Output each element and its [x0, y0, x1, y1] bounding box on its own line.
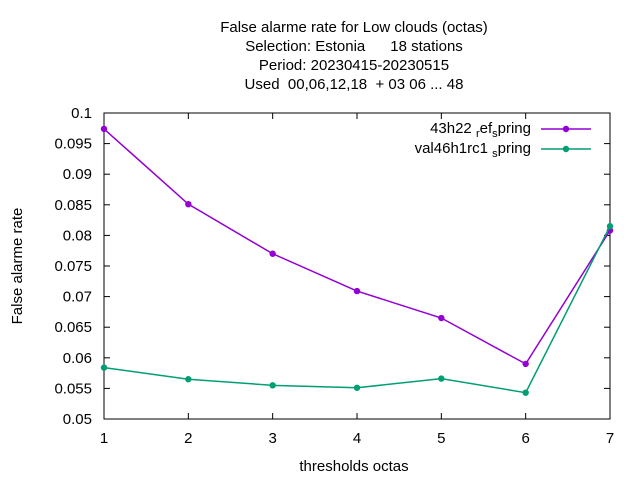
legend-label-part: pring: [498, 140, 531, 157]
data-point: [269, 250, 276, 257]
legend-label-part: ef: [480, 120, 493, 137]
y-tick-label: 0.095: [54, 136, 92, 153]
legend-label-part: pring: [498, 120, 531, 137]
title-line-3: Period: 20230415-20230515: [259, 57, 449, 74]
y-tick-label: 0.08: [63, 227, 92, 244]
data-point: [606, 223, 614, 230]
series-1: [100, 125, 614, 368]
y-tick-label: 0.085: [54, 197, 92, 214]
chart-title: False alarme rate for Low clouds (octas)…: [220, 19, 488, 93]
legend-label-series-1: 43h22 refspring: [430, 120, 531, 140]
series-2: [100, 223, 614, 396]
data-point: [522, 389, 529, 396]
series-layer: [100, 125, 614, 396]
x-tick-label: 4: [353, 430, 361, 447]
legend-swatch-marker: [562, 125, 570, 133]
data-point: [353, 384, 361, 391]
x-axis-ticks: 1 2 3 4 5 6 7: [100, 113, 614, 447]
series-2-line: [103, 225, 611, 394]
x-tick-label: 3: [268, 430, 276, 447]
legend: 43h22 refspring val46h1rc1 spring: [415, 120, 591, 160]
legend-label-subscript: r: [476, 128, 480, 140]
y-tick-label: 0.05: [63, 411, 92, 428]
legend-label-subscript: s: [492, 148, 498, 160]
x-tick-label: 1: [100, 430, 108, 447]
data-point: [100, 125, 108, 133]
x-tick-label: 7: [606, 430, 614, 447]
plot-frame: [103, 112, 611, 420]
y-tick-label: 0.075: [54, 258, 92, 275]
data-point: [185, 200, 192, 208]
x-tick-label: 2: [184, 430, 192, 447]
data-point: [438, 375, 445, 382]
title-line-4: Used 00,06,12,18 + 03 06 ... 48: [245, 76, 464, 93]
title-line-1: False alarme rate for Low clouds (octas): [220, 19, 488, 36]
x-tick-label: 6: [521, 430, 529, 447]
y-axis-label: False alarme rate: [9, 208, 26, 325]
x-axis-label: thresholds octas: [299, 458, 408, 475]
y-tick-label: 0.065: [54, 319, 92, 336]
x-tick-label: 5: [437, 430, 445, 447]
data-point: [100, 364, 108, 371]
y-tick-label: 0.07: [63, 289, 92, 306]
data-point: [353, 287, 361, 295]
y-axis-ticks: 0.05 0.055 0.06 0.065 0.07 0.075 0.08 0.085 0.09…: [54, 105, 610, 428]
title-line-2: Selection: Estonia 18 stations: [245, 38, 463, 55]
series-1-line: [103, 128, 611, 365]
data-point: [185, 376, 192, 383]
y-tick-label: 0.06: [63, 350, 92, 367]
y-tick-label: 0.055: [54, 380, 92, 397]
y-tick-label: 0.1: [71, 105, 92, 122]
data-point: [438, 314, 445, 322]
legend-label-part: val46h1rc1: [415, 140, 493, 157]
data-point: [522, 360, 529, 368]
y-tick-label: 0.09: [63, 166, 92, 183]
legend-swatch-marker: [562, 145, 570, 153]
legend-label-series-2: val46h1rc1 spring: [415, 140, 531, 160]
legend-label-part: 43h22: [430, 120, 476, 137]
data-point: [269, 382, 276, 389]
legend-label-subscript: s: [492, 128, 498, 140]
